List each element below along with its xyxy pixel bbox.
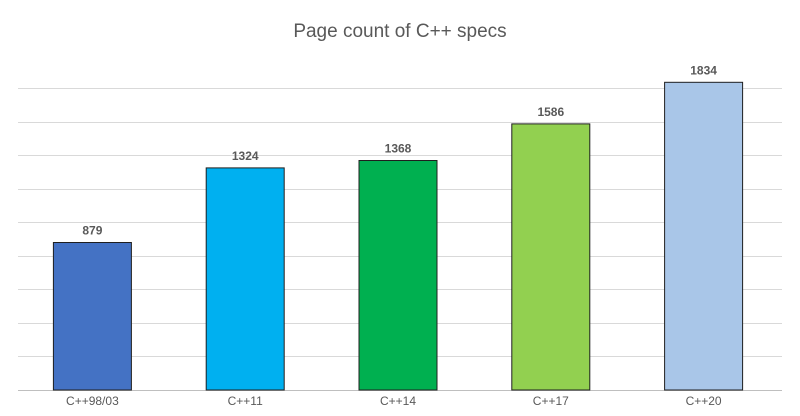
bar-c-17	[511, 123, 591, 391]
x-tick-label: C++98/03	[66, 394, 119, 408]
value-labels: 879 1324 1368 1586 1834	[82, 63, 717, 237]
category-axis: C++98/03 C++11 C++14 C++17 C++20	[66, 394, 722, 408]
value-label: 1324	[232, 149, 259, 163]
value-label: 1368	[385, 142, 412, 156]
chart-title: Page count of C++ specs	[293, 21, 506, 42]
x-tick-label: C++20	[686, 394, 722, 408]
x-tick-label: C++14	[380, 394, 416, 408]
bars	[52, 81, 744, 391]
value-label: 1586	[537, 105, 564, 119]
x-tick-label: C++11	[228, 394, 263, 408]
bar-c-11	[205, 167, 285, 391]
value-label: 1834	[690, 63, 717, 77]
bar-c-98-03	[52, 242, 132, 391]
bar-c-14	[358, 160, 438, 391]
x-tick-label: C++17	[533, 394, 569, 408]
value-label: 879	[82, 224, 102, 238]
bar-c-20	[664, 81, 744, 391]
